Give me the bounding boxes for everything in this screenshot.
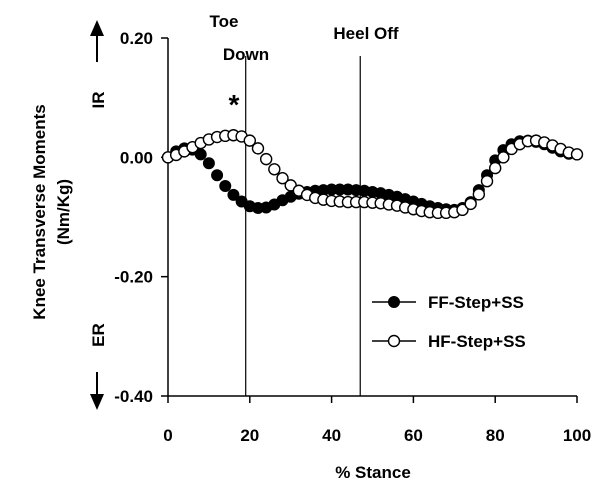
legend: FF-Step+SS HF-Step+SS [372, 293, 526, 351]
y-tick-label: 0.00 [120, 148, 153, 167]
x-tick-label: 40 [322, 426, 341, 445]
series-hf-step-ss [161, 129, 584, 220]
y-tick-label: 0.20 [120, 29, 153, 48]
hf-step-ss-point [243, 134, 257, 147]
legend-item-hf: HF-Step+SS [372, 332, 526, 351]
x-ticks: 0 20 40 60 80 100 [163, 396, 591, 445]
ir-up-arrow-icon [90, 20, 104, 62]
heel-off-label: Heel Off [333, 24, 399, 43]
x-axis-title: % Stance [335, 463, 411, 482]
ff-step-ss-point [211, 169, 224, 182]
ff-step-ss-point [202, 157, 215, 170]
legend-item-ff: FF-Step+SS [372, 293, 524, 312]
hf-step-ss-point [259, 152, 273, 166]
hf-step-ss-point [464, 197, 477, 211]
y-ticks: 0.20 0.00 -0.20 -0.40 [114, 29, 168, 406]
significance-asterisk: * [229, 89, 240, 120]
y-tick-label: -0.20 [114, 268, 153, 287]
ff-step-ss-point [227, 188, 240, 201]
x-tick-label: 80 [486, 426, 505, 445]
legend-label-hf: HF-Step+SS [428, 332, 526, 351]
x-tick-label: 0 [163, 426, 172, 445]
hf-step-ss-point [497, 151, 510, 164]
hf-step-ss-point [489, 161, 502, 175]
hf-step-ss-point [276, 172, 289, 185]
y-tick-label: -0.40 [114, 387, 153, 406]
hf-step-ss-point [456, 203, 469, 217]
hf-step-ss-point [480, 174, 494, 188]
hf-step-ss-point [251, 142, 265, 155]
ir-label: IR [89, 92, 108, 109]
hf-step-ss-point [268, 163, 281, 176]
y-axis-title-line2: (Nm/Kg) [54, 179, 73, 245]
legend-marker-open-icon [387, 334, 401, 348]
x-tick-label: 20 [240, 426, 259, 445]
legend-marker-filled-icon [388, 296, 400, 308]
er-down-arrow-icon [90, 372, 104, 410]
toe-down-label-line2: Down [223, 45, 269, 64]
er-label: ER [89, 323, 108, 347]
hf-step-ss-point [570, 148, 584, 161]
x-tick-label: 100 [563, 426, 591, 445]
toe-down-label-line1: Toe [210, 12, 239, 31]
legend-label-ff: FF-Step+SS [428, 293, 524, 312]
hf-step-ss-point [472, 188, 486, 201]
y-axis-title-line1: Knee Transverse Moments [30, 104, 49, 319]
x-tick-label: 60 [404, 426, 423, 445]
ff-step-ss-point [219, 179, 232, 192]
